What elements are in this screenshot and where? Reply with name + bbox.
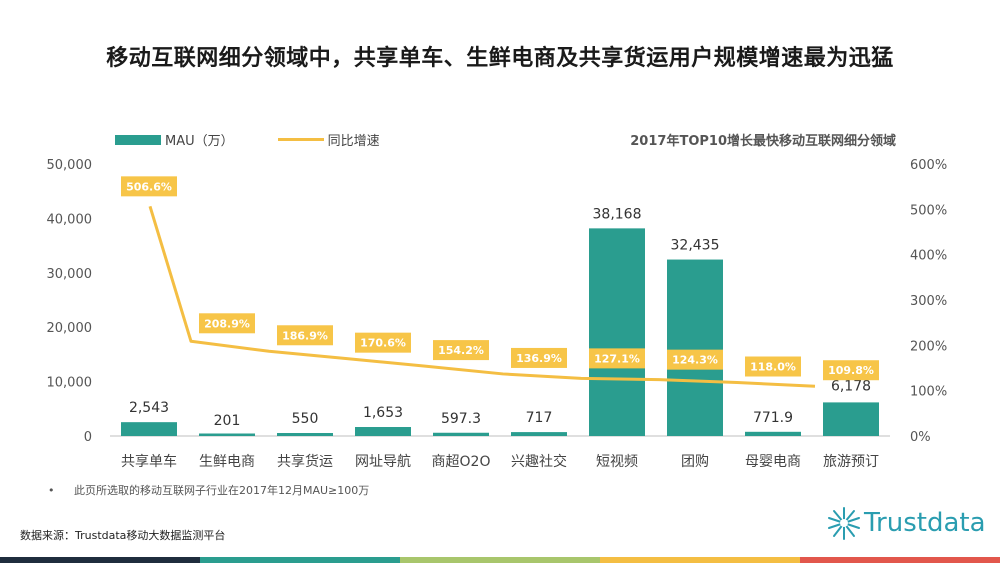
bar	[433, 432, 489, 436]
bar-value-label: 6,178	[831, 378, 871, 394]
bar-value-label: 550	[292, 411, 319, 427]
footnote-bullet: •	[48, 484, 55, 497]
bar	[823, 402, 879, 436]
line-label-box	[433, 340, 489, 361]
footnote-text: 此页所选取的移动互联网子行业在2017年12月MAU≥100万	[74, 484, 370, 497]
bar	[355, 427, 411, 436]
line-label-box	[511, 347, 567, 368]
data-source: 数据来源：Trustdata移动大数据监测平台	[20, 529, 226, 542]
bar	[745, 431, 801, 436]
x-tick-label: 团购	[681, 454, 709, 470]
line-value-label: 136.9%	[516, 352, 562, 365]
bar	[667, 259, 723, 436]
x-tick-label: 旅游预订	[823, 454, 879, 470]
y-left-tick-label: 30,000	[47, 267, 93, 282]
y-right-tick-label: 600%	[910, 158, 947, 173]
line-label-box	[667, 349, 723, 370]
logo-text: Trustdata	[864, 508, 986, 538]
x-tick-label: 短视频	[596, 454, 638, 470]
line-value-label: 127.1%	[594, 352, 640, 365]
chart-subtitle: 2017年TOP10增长最快移动互联网细分领域	[630, 134, 896, 149]
x-tick-label: 兴趣社交	[511, 453, 567, 470]
line-value-label: 118.0%	[750, 361, 796, 374]
y-left-tick-label: 10,000	[47, 376, 93, 391]
line-label-box	[277, 325, 333, 346]
y-right-tick-label: 300%	[910, 294, 947, 309]
x-tick-label: 共享单车	[121, 453, 177, 470]
y-left-tick-label: 0	[84, 430, 92, 445]
bar-value-label: 771.9	[753, 410, 793, 426]
x-tick-label: 商超O2O	[432, 454, 491, 470]
trustdata-logo: Trustdata	[826, 505, 986, 541]
y-right-tick-label: 200%	[910, 339, 947, 354]
legend-line-label: 同比增速	[327, 134, 380, 149]
x-tick-label: 母婴电商	[745, 454, 801, 470]
bar	[589, 228, 645, 436]
footnote: • 此页所选取的移动互联网子行业在2017年12月MAU≥100万	[48, 482, 369, 498]
x-tick-label: 共享货运	[277, 453, 333, 470]
line-label-box	[823, 360, 879, 381]
bar	[121, 422, 177, 436]
bar-value-label: 1,653	[363, 405, 403, 421]
line-value-label: 170.6%	[360, 337, 406, 350]
sunburst-icon	[828, 507, 860, 540]
line-value-label: 208.9%	[204, 317, 250, 330]
bar	[511, 432, 567, 436]
line-value-label: 154.2%	[438, 344, 484, 357]
line-value-label: 124.3%	[672, 354, 718, 367]
growth-line	[148, 205, 816, 388]
line-label-box	[589, 348, 645, 369]
bar	[277, 433, 333, 436]
bar-value-label: 597.3	[441, 411, 481, 427]
line-value-label: 506.6%	[126, 180, 172, 193]
line-label-box	[121, 176, 177, 197]
y-right-tick-label: 400%	[910, 249, 947, 264]
page-title: 移动互联网细分领域中，共享单车、生鲜电商及共享货运用户规模增速最为迅猛	[106, 46, 894, 71]
line-label-box	[355, 332, 411, 353]
line-value-label: 186.9%	[282, 329, 328, 342]
y-right-tick-label: 0%	[910, 430, 931, 445]
line-label-box	[745, 356, 801, 377]
bar-value-label: 201	[214, 413, 241, 429]
legend-line-swatch	[277, 138, 324, 141]
y-left-tick-label: 50,000	[47, 158, 93, 173]
bar-value-label: 717	[526, 410, 553, 426]
legend-bar-swatch	[115, 134, 161, 145]
chart-area: 0 10,000 20,000 30,000 40,000 50,000 0% 100% 200…	[47, 158, 948, 470]
bar	[199, 433, 255, 436]
x-tick-label: 网址导航	[355, 454, 411, 470]
y-left-tick-label: 40,000	[47, 212, 93, 227]
legend-bar-label: MAU（万）	[165, 134, 234, 149]
line-label-box	[199, 313, 255, 334]
x-tick-label: 生鲜电商	[199, 454, 255, 470]
y-right-tick-label: 100%	[910, 385, 947, 400]
bar-value-label: 32,435	[671, 238, 720, 254]
y-left-tick-label: 20,000	[47, 321, 93, 336]
line-value-label: 109.8%	[828, 364, 874, 377]
y-right-tick-label: 500%	[910, 203, 947, 218]
bar-value-label: 2,543	[129, 400, 169, 416]
bar-value-label: 38,168	[593, 206, 642, 222]
bottom-color-strip	[0, 557, 1000, 563]
chart-legend: MAU（万） 同比增速	[115, 130, 380, 149]
